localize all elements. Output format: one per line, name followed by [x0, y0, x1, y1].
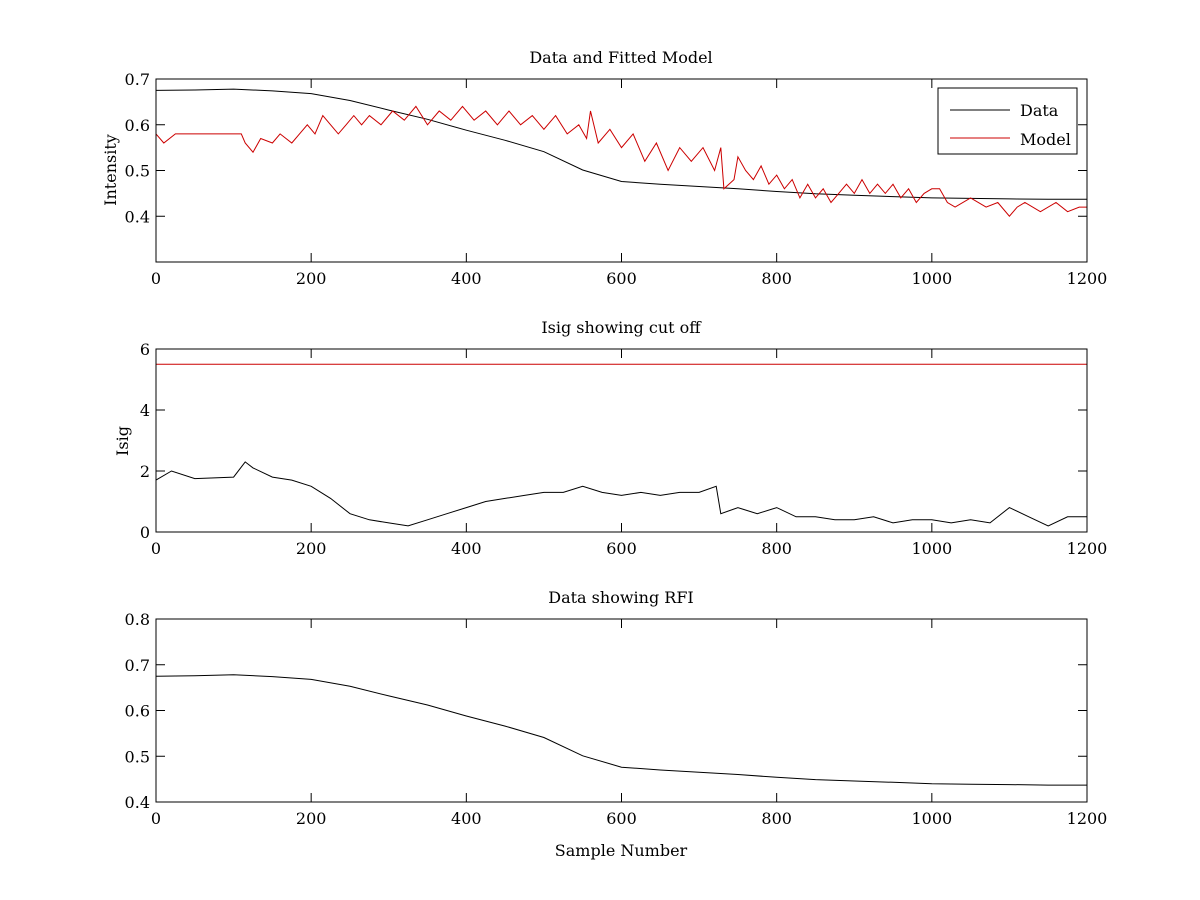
panel-2-ylabel: Isig — [113, 426, 132, 456]
legend-box — [937, 87, 1078, 155]
y-tick-label: 0.7 — [125, 70, 150, 89]
y-tick-label: 0 — [140, 523, 150, 542]
panel-2-frame — [155, 348, 1088, 533]
x-tick-label: 1200 — [1067, 539, 1108, 558]
panel-data-and-fitted-model: Data and Fitted Model Intensity 0 200 400 6… — [101, 48, 1107, 288]
x-tick-label: 200 — [296, 809, 327, 828]
y-tick-label: 0.4 — [125, 793, 150, 812]
legend: Data Model — [937, 87, 1078, 155]
x-tick-label: 1000 — [911, 809, 952, 828]
y-tick-label: 0.4 — [125, 207, 150, 226]
x-tick-label: 800 — [761, 539, 792, 558]
panel-3-frame — [155, 618, 1088, 803]
series-line-series-1 — [155, 461, 1087, 527]
panel-1-title: Data and Fitted Model — [529, 48, 712, 67]
legend-label-data: Data — [1020, 101, 1059, 120]
panel-1-frame — [155, 78, 1088, 263]
series-line-model — [155, 105, 1087, 217]
x-tick-label: 400 — [451, 809, 482, 828]
panel-data-showing-rfi: Data showing RFI Sample Number 0 200 400 60… — [125, 588, 1108, 860]
x-tick-label: 0 — [151, 809, 161, 828]
x-tick-label: 600 — [606, 539, 637, 558]
x-tick-label: 200 — [296, 539, 327, 558]
y-tick-label: 2 — [140, 462, 150, 481]
panel-3-title: Data showing RFI — [548, 588, 693, 607]
x-tick-label: 800 — [761, 269, 792, 288]
series-line-data — [155, 88, 1087, 200]
y-tick-label: 0.7 — [125, 656, 150, 675]
panel-1-ylabel: Intensity — [101, 134, 120, 206]
x-tick-label: 200 — [296, 269, 327, 288]
x-tick-label: 600 — [606, 809, 637, 828]
x-tick-label: 1000 — [911, 269, 952, 288]
x-tick-label: 400 — [451, 269, 482, 288]
panel-3-xlabel: Sample Number — [555, 841, 688, 860]
panel-1-series — [155, 88, 1087, 217]
x-tick-label: 1000 — [911, 539, 952, 558]
y-tick-label: 4 — [140, 401, 150, 420]
legend-label-model: Model — [1020, 130, 1071, 149]
y-tick-label: 0.5 — [125, 162, 150, 181]
panel-2-ticks: 0 200 400 600 800 1000 1200 0 2 4 6 — [140, 340, 1108, 558]
x-tick-label: 0 — [151, 269, 161, 288]
panel-2-series — [155, 363, 1087, 527]
x-tick-label: 800 — [761, 809, 792, 828]
y-tick-label: 0.6 — [125, 116, 150, 135]
series-line-series-1 — [155, 674, 1087, 786]
panel-1-ticks: 0 200 400 600 800 1000 1200 0.4 0.5 0.6 0.7 — [125, 70, 1108, 288]
panel-3-series — [155, 674, 1087, 786]
y-tick-label: 6 — [140, 340, 150, 359]
panel-2-title: Isig showing cut off — [541, 318, 702, 337]
x-tick-label: 400 — [451, 539, 482, 558]
y-tick-label: 0.8 — [125, 610, 150, 629]
y-tick-label: 0.5 — [125, 747, 150, 766]
y-tick-label: 0.6 — [125, 702, 150, 721]
x-tick-label: 1200 — [1067, 809, 1108, 828]
x-tick-label: 600 — [606, 269, 637, 288]
x-tick-label: 0 — [151, 539, 161, 558]
x-tick-label: 1200 — [1067, 269, 1108, 288]
panel-isig-showing-cut-off: Isig showing cut off Isig 0 200 400 600 800 1… — [113, 318, 1107, 558]
